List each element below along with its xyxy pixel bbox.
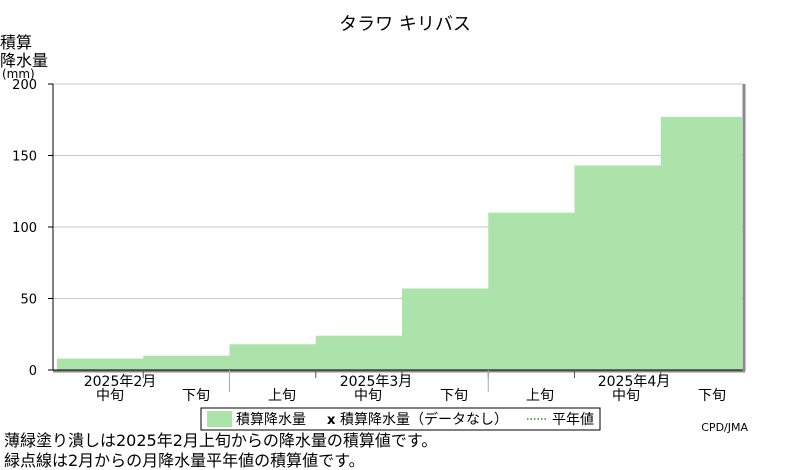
- x-group-label-mar: 2025年3月: [340, 374, 413, 390]
- x-sub-label: 中旬: [96, 388, 124, 404]
- bar: [229, 344, 317, 370]
- y-axis-unit: (mm): [2, 67, 35, 81]
- bar: [402, 288, 490, 370]
- y-axis-label-line1: 積算: [0, 33, 32, 52]
- bar: [57, 358, 145, 370]
- legend: 積算降水量 x 積算降水量（データなし） 平年値: [200, 407, 601, 431]
- x-group-label-feb: 2025年2月: [84, 374, 157, 390]
- y-axis-label-line2: 降水量: [0, 51, 48, 70]
- x-sub-label: 下旬: [698, 388, 726, 404]
- x-sub-label: 中旬: [354, 388, 382, 404]
- credit: CPD/JMA: [701, 421, 748, 434]
- y-tick-label: 0: [29, 364, 37, 379]
- note-line-2: 緑点線は2月からの月降水量平年値の積算値です。: [4, 451, 365, 470]
- legend-swatch-area: [207, 411, 232, 427]
- chart-title: タラワ キリバス: [339, 14, 471, 35]
- bar: [660, 116, 742, 370]
- y-tick-label: 200: [12, 78, 37, 93]
- x-sub-label: 下旬: [440, 388, 468, 404]
- y-tick-label: 50: [20, 293, 37, 308]
- legend-box: [200, 407, 601, 431]
- note-line-1: 薄緑塗り潰しは2025年2月上旬からの降水量の積算値です。: [4, 431, 437, 450]
- x-marker-icon: x: [327, 413, 336, 428]
- y-tick-label: 150: [12, 150, 37, 165]
- x-group-label-apr: 2025年4月: [598, 374, 671, 390]
- legend-label-nodata: 積算降水量（データなし）: [340, 411, 508, 428]
- y-tick-label: 100: [12, 221, 37, 236]
- bar: [574, 165, 662, 370]
- legend-label-normal: 平年値: [552, 412, 594, 428]
- bar: [143, 355, 231, 370]
- legend-label-area: 積算降水量: [236, 412, 306, 428]
- x-sub-label: 上旬: [268, 388, 296, 404]
- x-sub-label: 中旬: [612, 388, 640, 404]
- bar: [488, 212, 576, 370]
- x-sub-label: 下旬: [182, 388, 210, 404]
- x-sub-label: 上旬: [526, 388, 554, 404]
- bar: [315, 335, 403, 370]
